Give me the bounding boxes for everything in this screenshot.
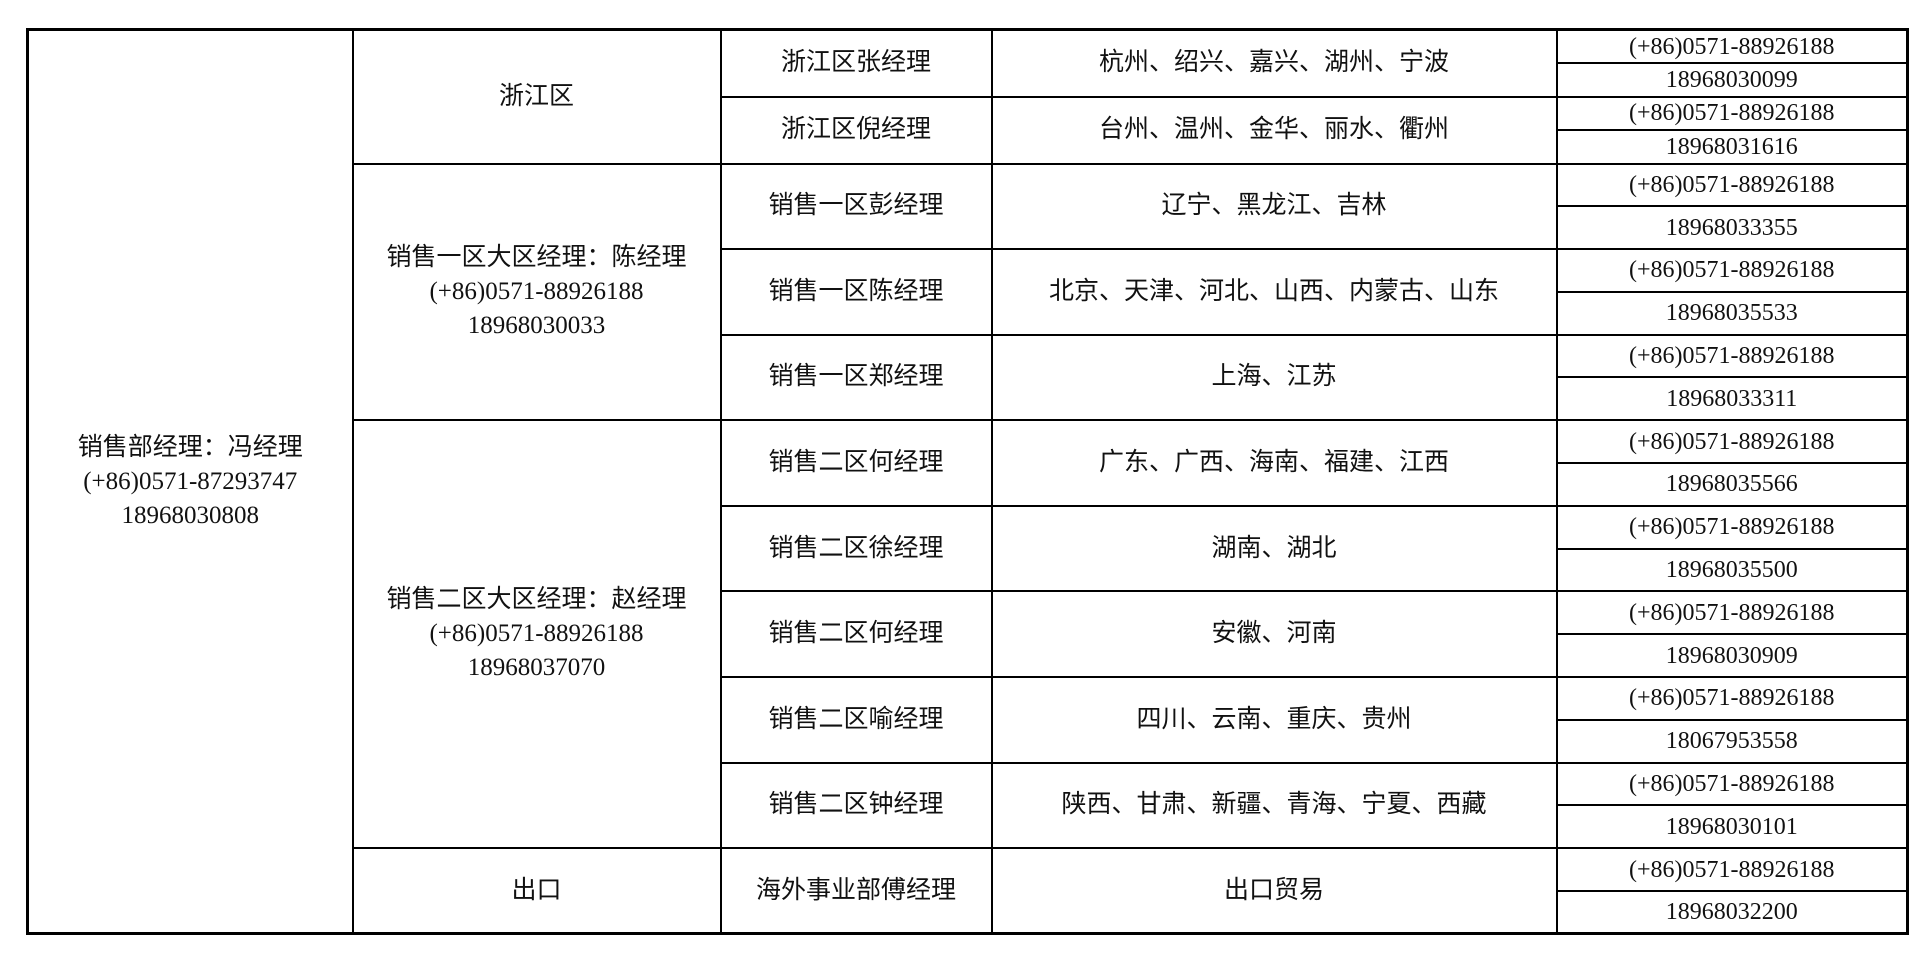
table-row: 18968035566 [28,462,1909,507]
region-cell: 销售二区大区经理：赵经理 (+86)0571-88926188 1896803707… [351,419,722,850]
mobile-phone-cell: 18968030101 [1555,804,1909,850]
office-phone-cell: (+86)0571-88926188 [1555,28,1909,64]
table-row: 销售二区大区经理：赵经理 (+86)0571-88926188 1896803707… [28,419,1909,850]
areas-cell: 杭州、绍兴、嘉兴、湖州、宁波 [990,28,1558,98]
office-phone-cell: (+86)0571-88926188 [1555,419,1909,465]
manager-name-cell: 销售二区徐经理 [719,504,993,593]
region-mobile: 18968037070 [467,654,606,682]
table-row: 18968030099 [28,62,1909,98]
mobile-phone-cell: 18968033311 [1555,376,1909,422]
table-row: 18968030909 [28,633,1909,679]
manager-name-cell: 销售二区钟经理 [719,761,993,850]
manager-name-cell: 销售二区何经理 [719,590,993,679]
manager-name-cell: 海外事业部傅经理 [719,847,993,935]
office-phone-cell: (+86)0571-88926188 [1555,676,1909,721]
table-row: 18968032200 [28,890,1909,935]
mobile-phone-cell: 18968031616 [1555,129,1909,165]
areas-cell: 湖南、湖北 [990,504,1558,593]
region-phone: (+86)0571-88926188 [429,620,644,648]
table-row: 销售部经理：冯经理 (+86)0571-87293747 18968030808 浙江… [26,28,1909,935]
areas-cell: 辽宁、黑龙江、吉林 [990,162,1558,251]
manager-name-cell: 销售二区喻经理 [719,676,993,764]
office-phone-cell: (+86)0571-88926188 [1555,248,1909,293]
region-phone: (+86)0571-88926188 [429,277,644,305]
areas-cell: 广东、广西、海南、福建、江西 [990,419,1558,507]
department-phone: (+86)0571-87293747 [83,467,298,495]
office-phone-cell: (+86)0571-88926188 [1555,95,1909,131]
region-mobile: 18968030033 [467,311,606,339]
region-name: 出口 [511,876,562,904]
mobile-phone-cell: 18067953558 [1555,718,1909,764]
department-title: 销售部经理：冯经理 [77,433,303,461]
table-row: 销售二区喻经理 四川、云南、重庆、贵州 (+86)0571-88926188 [28,676,1909,764]
office-phone-cell: (+86)0571-88926188 [1555,590,1909,636]
table-row: 18067953558 [28,718,1909,764]
manager-name-cell: 销售二区何经理 [719,419,993,507]
office-phone-cell: (+86)0571-88926188 [1555,162,1909,208]
mobile-phone-cell: 18968030099 [1555,62,1909,98]
manager-name-cell: 浙江区张经理 [719,28,993,98]
table-row: 18968033311 [28,376,1909,422]
mobile-phone-cell: 18968032200 [1555,890,1909,935]
table-row: 18968035533 [28,290,1909,336]
areas-cell: 四川、云南、重庆、贵州 [990,676,1558,764]
region-name: 销售一区大区经理：陈经理 [386,243,687,271]
table-row: 销售二区徐经理 湖南、湖北 (+86)0571-88926188 [28,504,1909,593]
areas-cell: 陕西、甘肃、新疆、青海、宁夏、西藏 [990,761,1558,850]
table-row: 销售一区陈经理 北京、天津、河北、山西、内蒙古、山东 (+86)0571-88926… [28,248,1909,336]
sales-contact-table: 销售部经理：冯经理 (+86)0571-87293747 18968030808 浙江… [26,28,1909,936]
table-row: 销售二区钟经理 陕西、甘肃、新疆、青海、宁夏、西藏 (+86)0571-889261… [28,761,1909,850]
table-row: 销售一区大区经理：陈经理 (+86)0571-88926188 1896803003… [28,162,1909,422]
region-name: 浙江区 [498,82,574,110]
manager-name-cell: 销售一区陈经理 [719,248,993,336]
table-row: 出口 海外事业部傅经理 出口贸易 (+86)0571-88926188 [28,847,1909,935]
table-row: 浙江区倪经理 台州、温州、金华、丽水、衢州 (+86)0571-88926188 [28,95,1909,165]
table-row: 18968031616 [28,129,1909,165]
table-row: 18968030101 [28,804,1909,850]
mobile-phone-cell: 18968035500 [1555,547,1909,593]
office-phone-cell: (+86)0571-88926188 [1555,761,1909,807]
mobile-phone-cell: 18968033355 [1555,205,1909,251]
mobile-phone-cell: 18968035533 [1555,290,1909,336]
mobile-phone-cell: 18968035566 [1555,462,1909,507]
region-cell: 销售一区大区经理：陈经理 (+86)0571-88926188 1896803003… [351,162,722,422]
table-row: 18968033355 [28,205,1909,251]
areas-cell: 安徽、河南 [990,590,1558,679]
department-mobile: 18968030808 [121,501,260,529]
region-name: 销售二区大区经理：赵经理 [386,586,687,614]
office-phone-cell: (+86)0571-88926188 [1555,504,1909,550]
areas-cell: 出口贸易 [990,847,1558,935]
manager-name-cell: 销售一区郑经理 [719,333,993,422]
office-phone-cell: (+86)0571-88926188 [1555,333,1909,379]
mobile-phone-cell: 18968030909 [1555,633,1909,679]
manager-name-cell: 浙江区倪经理 [719,95,993,165]
region-cell: 出口 [351,847,722,935]
areas-cell: 上海、江苏 [990,333,1558,422]
region-cell: 浙江区 [351,28,722,165]
manager-name-cell: 销售一区彭经理 [719,162,993,251]
department-head-cell: 销售部经理：冯经理 (+86)0571-87293747 18968030808 [26,28,354,935]
table-body: 销售部经理：冯经理 (+86)0571-87293747 18968030808 浙江… [26,28,1909,935]
table-row: 销售二区何经理 安徽、河南 (+86)0571-88926188 [28,590,1909,679]
office-phone-cell: (+86)0571-88926188 [1555,847,1909,893]
table-row: 销售一区郑经理 上海、江苏 (+86)0571-88926188 [28,333,1909,422]
table-row: 18968035500 [28,547,1909,593]
areas-cell: 台州、温州、金华、丽水、衢州 [990,95,1558,165]
areas-cell: 北京、天津、河北、山西、内蒙古、山东 [990,248,1558,336]
